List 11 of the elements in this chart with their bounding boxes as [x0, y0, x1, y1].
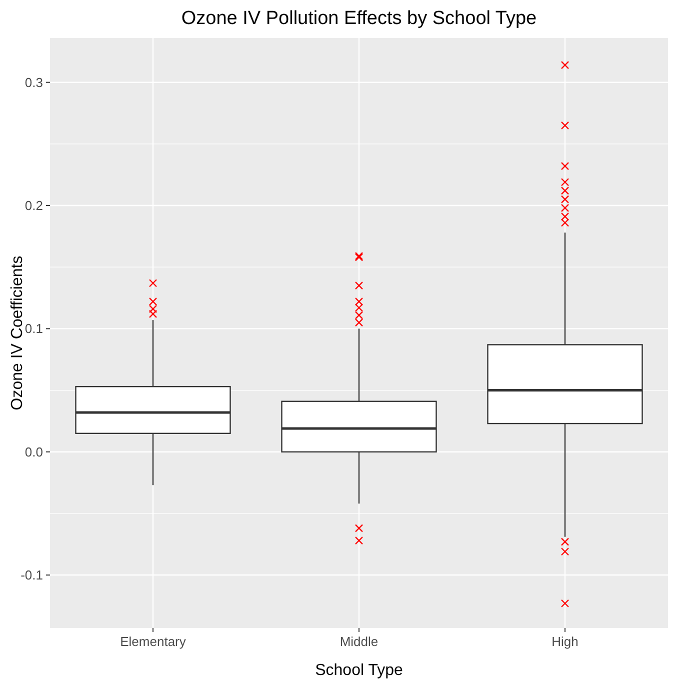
y-tick-label: -0.1 — [20, 568, 43, 583]
y-tick-label: 0.1 — [24, 321, 43, 336]
chart-title: Ozone IV Pollution Effects by School Type — [181, 8, 537, 29]
x-tick-label: High — [552, 634, 578, 649]
x-tick-label: Middle — [340, 634, 378, 649]
x-tick-label: Elementary — [120, 634, 186, 649]
x-axis-title: School Type — [315, 662, 403, 679]
y-tick-label: 0.3 — [24, 74, 43, 90]
y-axis-title: Ozone IV Coefficients — [9, 256, 26, 410]
y-tick-label: 0.0 — [24, 444, 43, 460]
y-tick-label: 0.2 — [24, 198, 43, 214]
